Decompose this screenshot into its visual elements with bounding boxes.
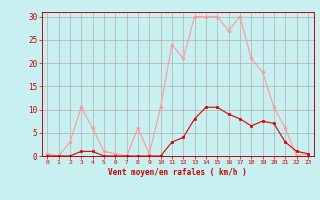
X-axis label: Vent moyen/en rafales ( km/h ): Vent moyen/en rafales ( km/h ) xyxy=(108,168,247,177)
